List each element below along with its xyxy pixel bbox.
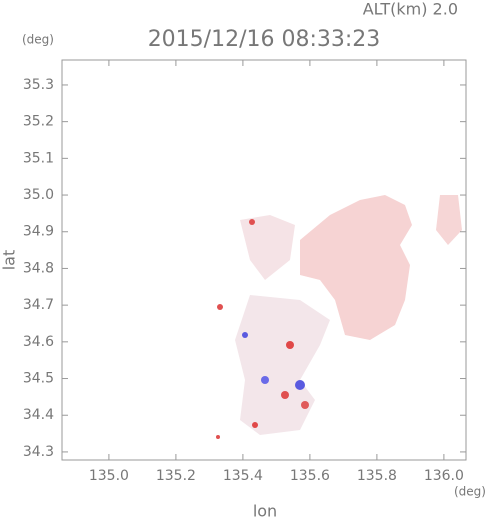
echo xyxy=(235,295,330,435)
plot-frame xyxy=(61,59,467,461)
cell xyxy=(252,422,258,428)
cell xyxy=(281,391,289,399)
y-tick-label: 34.9 xyxy=(23,224,54,240)
velocity-cells xyxy=(216,219,309,439)
cell xyxy=(242,332,248,338)
y-axis-label: lat xyxy=(0,250,19,271)
chart-title: 2015/12/16 08:33:23 xyxy=(148,27,381,52)
y-tick-label: 34.5 xyxy=(23,371,54,387)
x-tick-label: 135.8 xyxy=(357,468,397,484)
cell xyxy=(286,341,294,349)
cell xyxy=(217,304,223,310)
echo xyxy=(300,195,412,340)
y-tick-label: 35.1 xyxy=(23,150,54,166)
y-tick-label: 34.6 xyxy=(23,334,54,350)
echo xyxy=(240,215,295,280)
x-tick-label: 136.0 xyxy=(424,468,464,484)
y-tick-label: 35.0 xyxy=(23,187,54,203)
altitude-label: ALT(km) 2.0 xyxy=(363,0,458,19)
x-unit: (deg) xyxy=(454,485,486,499)
cell xyxy=(249,219,255,225)
x-tick-label: 135.0 xyxy=(89,468,129,484)
cell xyxy=(216,435,220,439)
x-axis-label: lon xyxy=(253,502,277,521)
y-tick-label: 35.3 xyxy=(23,77,54,93)
cell xyxy=(301,401,309,409)
radar-echoes xyxy=(216,195,462,439)
y-tick-label: 35.2 xyxy=(23,114,54,130)
cell xyxy=(261,376,269,384)
x-tick-label: 135.4 xyxy=(223,468,263,484)
y-tick-label: 34.8 xyxy=(23,260,54,276)
y-tick-label: 34.4 xyxy=(23,407,54,423)
cell xyxy=(295,380,305,390)
x-tick-label: 135.6 xyxy=(290,468,330,484)
y-tick-label: 34.3 xyxy=(23,444,54,460)
y-tick-label: 34.7 xyxy=(23,297,54,313)
y-unit: (deg) xyxy=(22,33,54,47)
x-tick-label: 135.2 xyxy=(156,468,196,484)
echo xyxy=(436,195,462,245)
